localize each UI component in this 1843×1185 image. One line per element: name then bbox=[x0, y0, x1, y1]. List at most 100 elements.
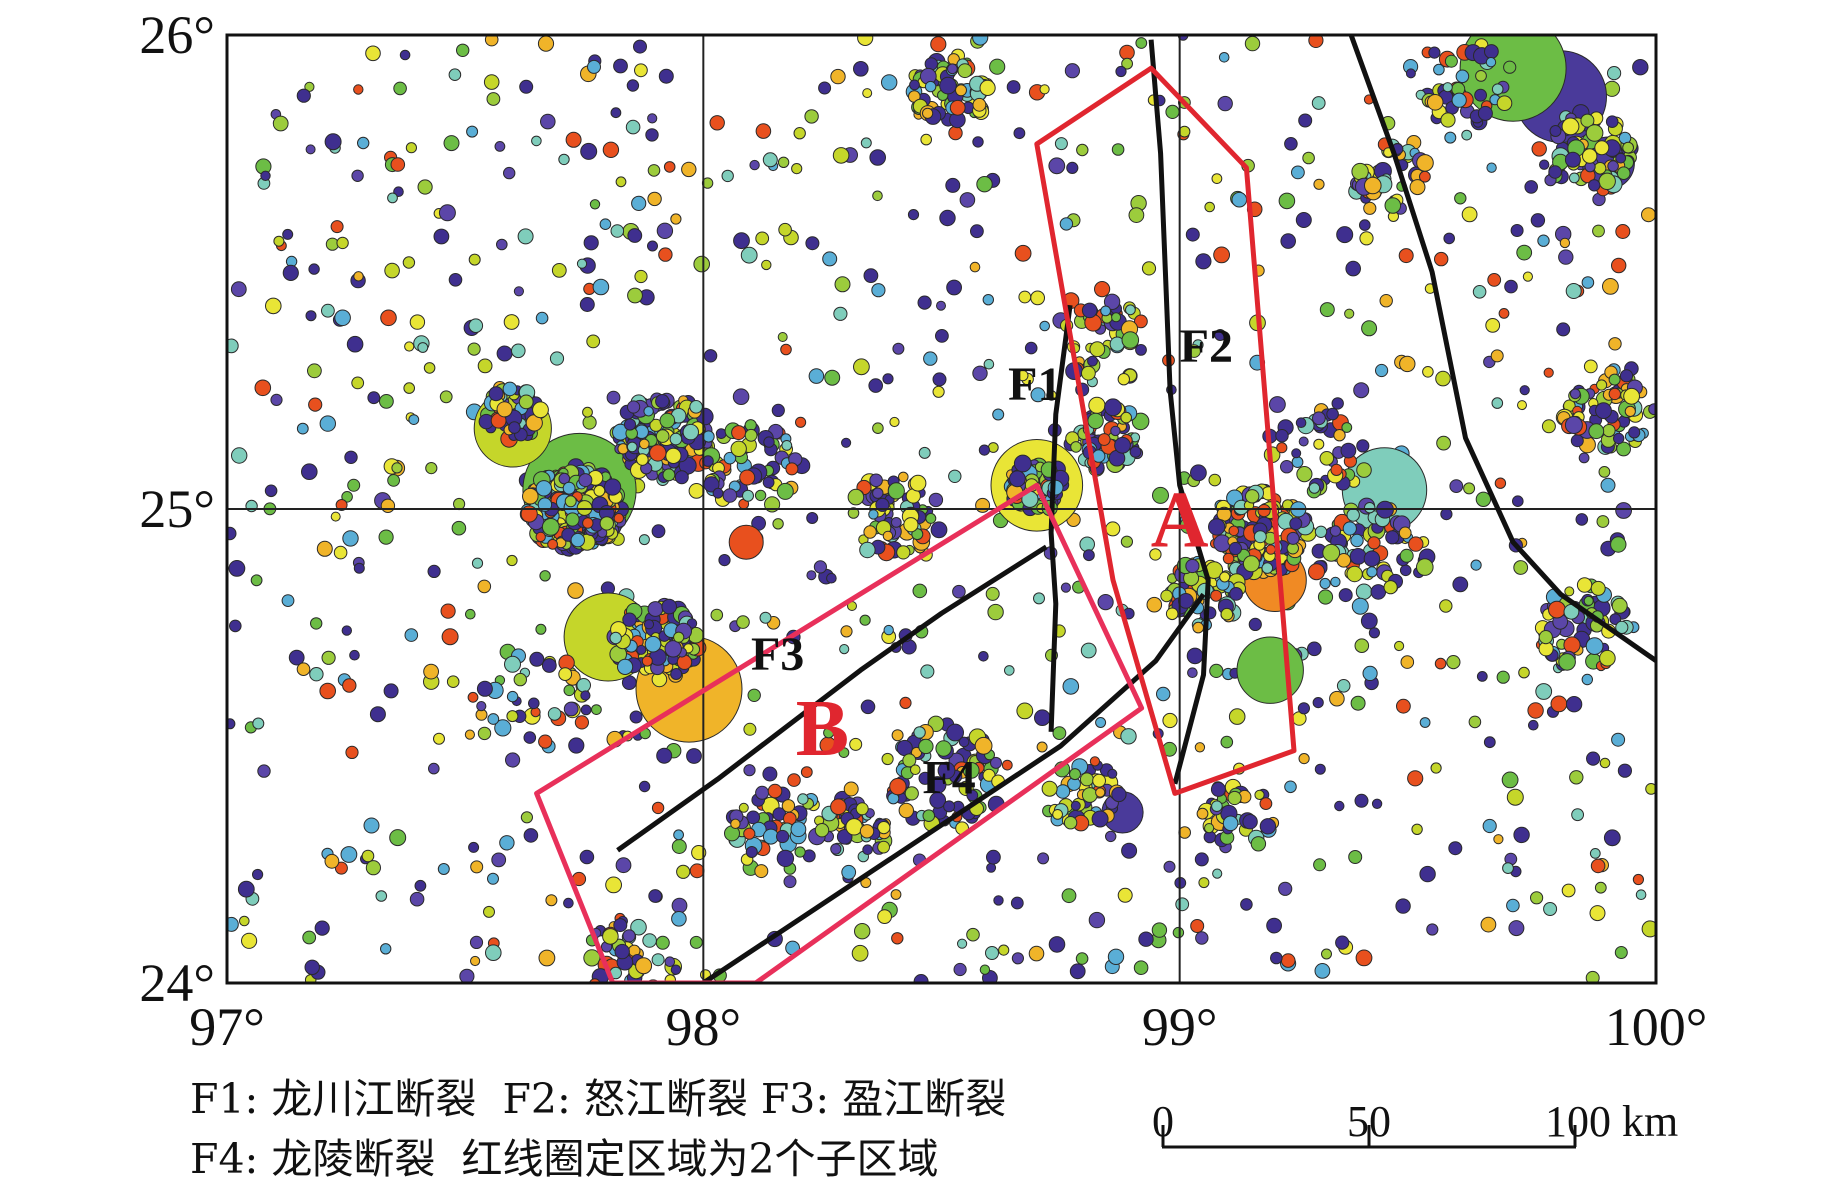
event-dot bbox=[591, 704, 602, 715]
event-dot bbox=[1330, 576, 1341, 588]
event-dot bbox=[1107, 948, 1125, 965]
event-dot bbox=[974, 736, 993, 755]
event-dot bbox=[1036, 741, 1048, 753]
event-dot bbox=[363, 817, 380, 834]
event-dot bbox=[731, 425, 747, 441]
event-dot bbox=[602, 141, 620, 159]
event-dot bbox=[1356, 462, 1372, 478]
event-dot bbox=[1593, 162, 1607, 175]
event-dot bbox=[1039, 320, 1050, 332]
event-dot bbox=[1611, 732, 1626, 747]
event-dot bbox=[841, 437, 852, 448]
event-dot bbox=[1583, 595, 1594, 606]
event-dot bbox=[918, 446, 931, 459]
event-dot bbox=[1350, 695, 1366, 711]
event-dot bbox=[576, 258, 588, 269]
event-dot bbox=[464, 729, 475, 740]
event-dot bbox=[1298, 753, 1310, 765]
event-dot bbox=[448, 68, 462, 81]
event-dot bbox=[1321, 948, 1332, 960]
event-dot bbox=[579, 849, 595, 865]
event-dot bbox=[1275, 429, 1289, 443]
event-dot bbox=[537, 35, 555, 52]
event-dot bbox=[1210, 781, 1226, 797]
event-dot bbox=[626, 441, 638, 453]
event-dot bbox=[882, 373, 894, 385]
event-dot bbox=[1228, 525, 1240, 537]
event-dot bbox=[847, 507, 860, 519]
event-dot bbox=[781, 440, 793, 451]
event-dot bbox=[1228, 708, 1246, 725]
event-dot bbox=[1219, 571, 1231, 583]
event-dot bbox=[272, 115, 289, 132]
event-dot bbox=[647, 164, 661, 177]
event-dot bbox=[1196, 807, 1209, 820]
scale-tick-0: 0 bbox=[1152, 1097, 1174, 1146]
event-dot bbox=[1561, 883, 1576, 898]
event-dot bbox=[860, 137, 872, 149]
event-dot bbox=[688, 483, 705, 499]
event-dot bbox=[451, 520, 467, 536]
event-dot bbox=[776, 849, 795, 868]
map-frame bbox=[225, 33, 1658, 985]
event-dot bbox=[535, 311, 549, 325]
event-dot bbox=[1266, 917, 1282, 934]
event-dot bbox=[1092, 773, 1106, 788]
event-dot bbox=[1518, 666, 1530, 679]
event-dot bbox=[986, 849, 1001, 865]
event-dot bbox=[568, 737, 585, 754]
event-dot bbox=[1527, 702, 1544, 719]
event-dot bbox=[1419, 717, 1431, 728]
event-dot bbox=[1330, 463, 1343, 476]
event-dot bbox=[647, 113, 658, 124]
event-dot bbox=[229, 619, 242, 633]
event-dot bbox=[663, 161, 676, 173]
event-dot bbox=[1089, 756, 1101, 767]
event-dot bbox=[972, 97, 987, 112]
event-dot bbox=[1110, 425, 1121, 437]
event-dot bbox=[1326, 407, 1339, 421]
event-dot bbox=[976, 176, 993, 193]
event-dot bbox=[231, 447, 248, 464]
event-dot bbox=[1291, 448, 1302, 459]
event-dot bbox=[1138, 931, 1154, 947]
event-dot bbox=[1363, 201, 1377, 215]
event-dot bbox=[1004, 665, 1015, 676]
event-dot bbox=[1178, 125, 1191, 138]
event-dot bbox=[1419, 865, 1436, 883]
event-dot bbox=[1519, 385, 1530, 396]
event-dot bbox=[264, 484, 278, 498]
event-dot bbox=[776, 829, 790, 844]
event-dot bbox=[310, 617, 323, 630]
event-dot bbox=[365, 45, 381, 62]
event-dot bbox=[1599, 757, 1611, 769]
event-dot bbox=[1115, 65, 1127, 78]
event-dot bbox=[872, 487, 884, 499]
event-dot bbox=[1359, 219, 1371, 231]
event-dot bbox=[972, 35, 989, 46]
event-dot bbox=[987, 603, 1004, 621]
event-dot bbox=[723, 451, 737, 465]
event-dot bbox=[1571, 808, 1584, 822]
event-dot bbox=[841, 864, 857, 880]
event-dot bbox=[1641, 207, 1656, 223]
event-dot bbox=[344, 450, 358, 464]
event-dot bbox=[523, 731, 537, 744]
event-dot bbox=[943, 800, 956, 813]
event-dot bbox=[1128, 207, 1145, 224]
event-dot bbox=[1585, 637, 1604, 655]
event-dot bbox=[1564, 586, 1575, 597]
event-dot bbox=[1338, 588, 1353, 603]
event-dot bbox=[638, 534, 650, 546]
event-dot bbox=[496, 401, 513, 418]
event-dot bbox=[913, 726, 926, 739]
event-dot bbox=[762, 152, 778, 168]
event-dot bbox=[1120, 535, 1134, 548]
event-dot bbox=[1121, 842, 1138, 859]
event-dot bbox=[656, 747, 673, 764]
event-dot bbox=[1493, 834, 1504, 845]
lon-tick-label: 100° bbox=[1605, 997, 1708, 1057]
event-dot bbox=[1190, 919, 1205, 933]
event-dot bbox=[877, 840, 890, 854]
event-dot bbox=[369, 706, 386, 723]
